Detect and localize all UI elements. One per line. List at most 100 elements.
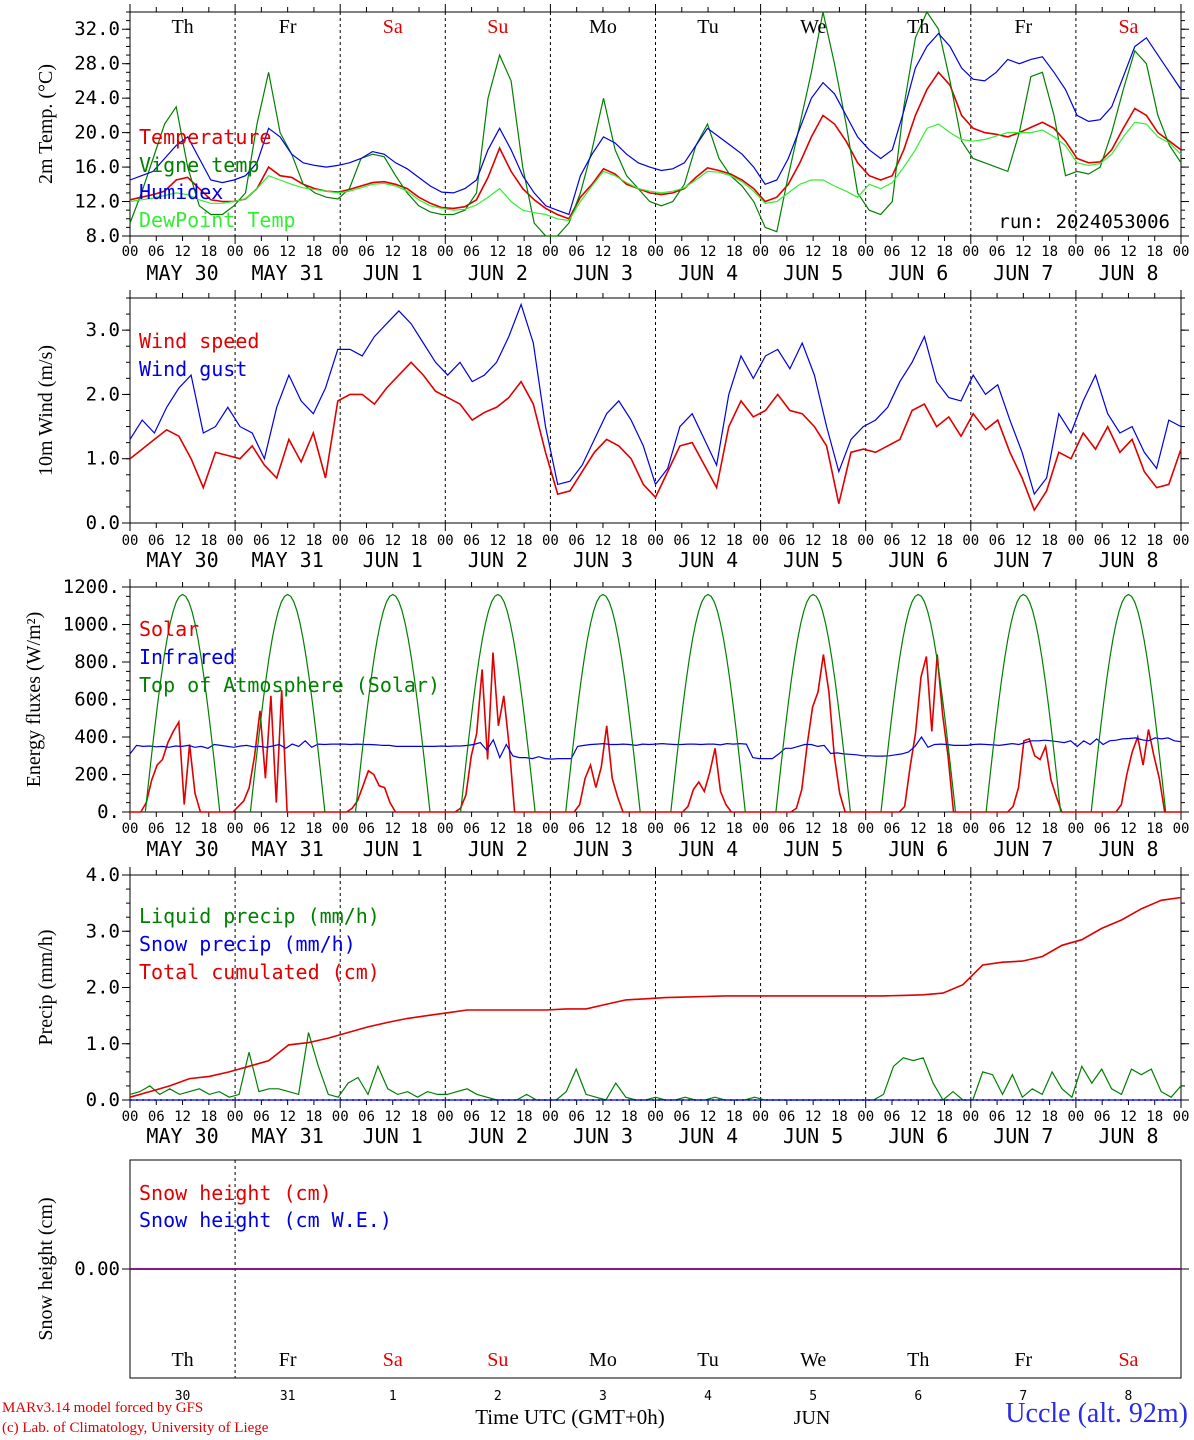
hour-tick-label: 18 — [1041, 244, 1058, 260]
day-label: JUN 4 — [678, 837, 738, 861]
station-title: Uccle (alt. 92m) — [1005, 1398, 1188, 1429]
panel-3 — [122, 579, 1189, 820]
legend-entry: DewPoint Temp — [139, 208, 296, 232]
hour-tick-label: 18 — [1146, 533, 1163, 549]
day-number-label: 6 — [914, 1389, 922, 1404]
weekday-label: Su — [487, 16, 508, 38]
weekday-label: Tu — [697, 16, 719, 38]
hour-tick-label: 00 — [857, 821, 874, 837]
y-tick-label: 1.0 — [86, 448, 120, 470]
hour-tick-label: 00 — [122, 821, 139, 837]
day-label: JUN 3 — [573, 548, 633, 572]
day-label: JUN 6 — [888, 261, 948, 285]
legend-entry: Wind gust — [139, 357, 247, 381]
hour-tick-label: 06 — [253, 244, 270, 260]
hour-tick-label: 18 — [411, 821, 428, 837]
hour-tick-label: 00 — [1067, 821, 1084, 837]
y-tick-label: 400. — [74, 726, 120, 748]
weekday-label: Sa — [383, 1349, 403, 1371]
day-label: JUN 5 — [783, 1124, 843, 1148]
weekday-label: Th — [171, 16, 193, 38]
day-label: JUN 2 — [468, 548, 528, 572]
model-credit: MARv3.14 model forced by GFS — [2, 1400, 204, 1416]
day-label: JUN 7 — [993, 261, 1053, 285]
y-axis-title: Snow height (cm) — [35, 1197, 57, 1340]
hour-tick-label: 18 — [200, 821, 217, 837]
hour-tick-label: 12 — [1015, 244, 1032, 260]
hour-tick-label: 00 — [647, 821, 664, 837]
y-tick-label: 200. — [74, 764, 120, 786]
hour-tick-label: 18 — [200, 244, 217, 260]
hour-tick-label: 18 — [831, 821, 848, 837]
weekday-label: Fr — [279, 16, 297, 38]
hour-tick-label: 00 — [437, 244, 454, 260]
hour-tick-label: 12 — [805, 533, 822, 549]
hour-tick-label: 12 — [279, 244, 296, 260]
y-tick-label: 0. — [97, 801, 120, 823]
hour-tick-label: 12 — [174, 1109, 191, 1125]
hour-tick-label: 06 — [1094, 1109, 1111, 1125]
y-tick-label: 32.0 — [74, 18, 120, 40]
hour-tick-label: 12 — [805, 1109, 822, 1125]
legend-entry: Liquid precip (mm/h) — [139, 904, 380, 928]
hour-tick-label: 12 — [279, 1109, 296, 1125]
hour-tick-label: 18 — [726, 1109, 743, 1125]
hour-tick-label: 18 — [305, 1109, 322, 1125]
hour-tick-label: 06 — [1094, 244, 1111, 260]
hour-tick-label: 12 — [489, 1109, 506, 1125]
y-axis-title: 10m Wind (m/s) — [35, 345, 57, 476]
y-tick-label: 2.0 — [86, 383, 120, 405]
day-label: JUN 5 — [783, 261, 843, 285]
hour-tick-label: 00 — [437, 821, 454, 837]
hour-tick-label: 00 — [647, 533, 664, 549]
hour-tick-label: 12 — [1015, 821, 1032, 837]
y-tick-label: 0.0 — [86, 1089, 120, 1111]
y-axis-title: 2m Temp. (°C) — [35, 64, 57, 184]
hour-tick-label: 12 — [489, 244, 506, 260]
y-tick-label: 1000. — [63, 614, 120, 636]
hour-tick-label: 00 — [227, 821, 244, 837]
day-label: MAY 31 — [252, 837, 324, 861]
panel-5 — [122, 1159, 1189, 1379]
day-label: JUN 3 — [573, 261, 633, 285]
hour-tick-label: 06 — [673, 244, 690, 260]
hour-tick-label: 12 — [1120, 1109, 1137, 1125]
weekday-label: Th — [907, 1349, 929, 1371]
hour-tick-label: 06 — [358, 821, 375, 837]
hour-tick-label: 06 — [568, 244, 585, 260]
y-tick-label: 0.0 — [86, 512, 120, 534]
hour-tick-label: 18 — [516, 821, 533, 837]
hour-tick-label: 00 — [332, 533, 349, 549]
hour-tick-label: 00 — [647, 244, 664, 260]
hour-tick-label: 12 — [174, 533, 191, 549]
legend-entry: Snow height (cm) — [139, 1181, 332, 1205]
month-label: JUN — [794, 1407, 831, 1429]
y-tick-label: 24.0 — [74, 87, 120, 109]
hour-tick-label: 12 — [700, 533, 717, 549]
day-label: JUN 1 — [363, 1124, 423, 1148]
day-number-label: 4 — [704, 1389, 712, 1404]
hour-tick-label: 06 — [673, 1109, 690, 1125]
hour-tick-label: 12 — [910, 1109, 927, 1125]
hour-tick-label: 18 — [411, 1109, 428, 1125]
hour-tick-label: 18 — [200, 1109, 217, 1125]
hour-tick-label: 06 — [778, 244, 795, 260]
hour-tick-label: 12 — [489, 821, 506, 837]
hour-tick-label: 06 — [568, 1109, 585, 1125]
day-label: JUN 6 — [888, 837, 948, 861]
hour-tick-label: 00 — [857, 533, 874, 549]
y-tick-label: 2.0 — [86, 977, 120, 999]
hour-tick-label: 06 — [463, 821, 480, 837]
hour-tick-label: 00 — [752, 1109, 769, 1125]
day-number-label: 5 — [809, 1389, 817, 1404]
hour-tick-label: 12 — [910, 244, 927, 260]
hour-tick-label: 06 — [778, 1109, 795, 1125]
hour-tick-label: 00 — [332, 821, 349, 837]
hour-tick-label: 00 — [1067, 244, 1084, 260]
hour-tick-label: 18 — [831, 533, 848, 549]
legend-entry: Humidex — [139, 180, 223, 204]
day-number-label: 1 — [389, 1389, 397, 1404]
hour-tick-label: 18 — [936, 533, 953, 549]
hour-tick-label: 00 — [437, 533, 454, 549]
hour-tick-label: 06 — [989, 244, 1006, 260]
